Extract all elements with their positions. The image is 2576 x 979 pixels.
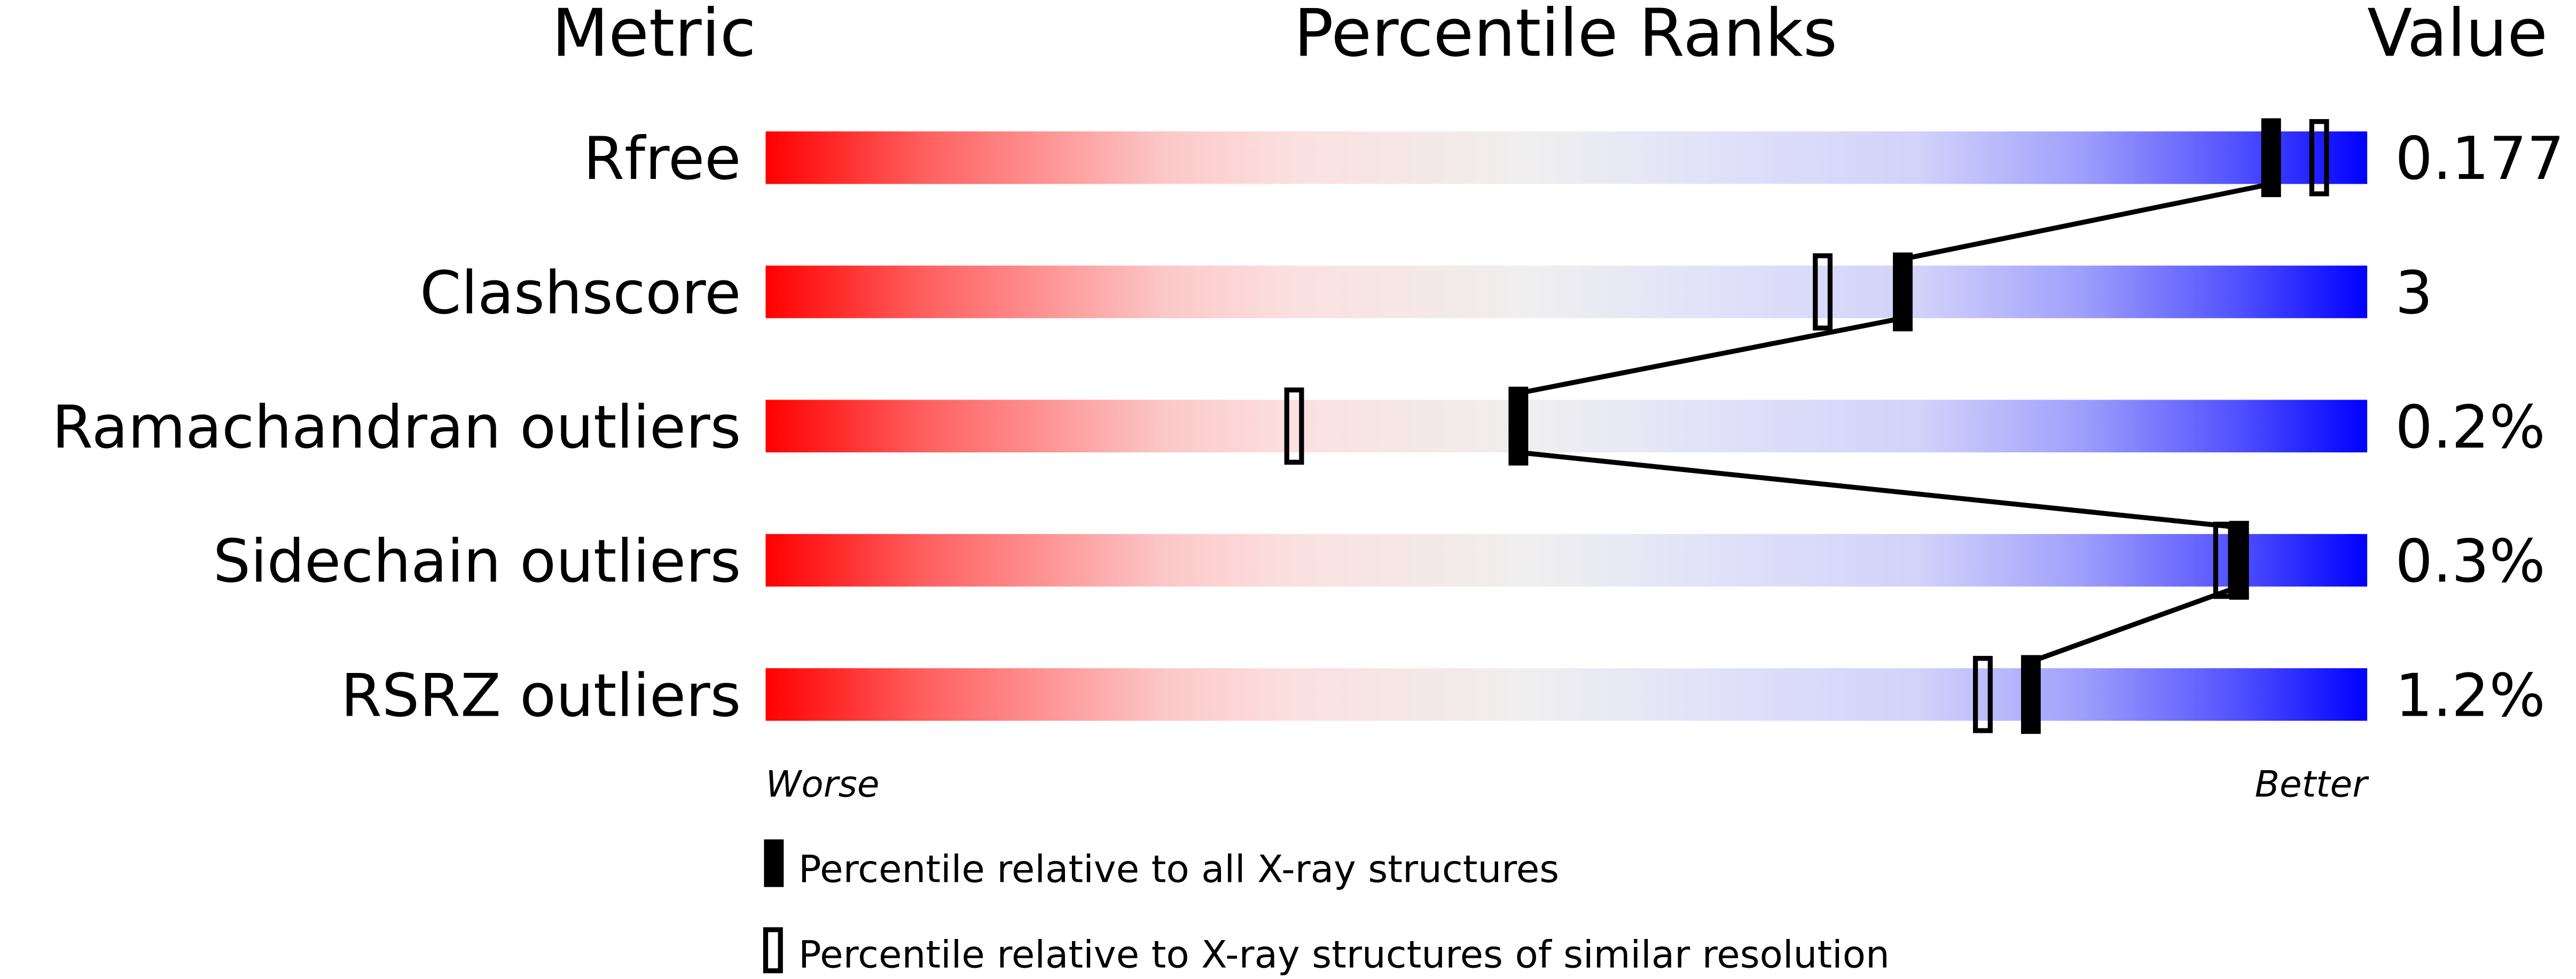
header-metric: Metric [552, 0, 756, 72]
metric-value: 0.177 [2395, 124, 2564, 193]
percentile-bar [765, 131, 2368, 184]
all-structures-marker [1508, 386, 1529, 466]
metric-value: 0.3% [2395, 527, 2545, 596]
metric-label: Sidechain outliers [213, 527, 741, 596]
all-structures-marker [1893, 252, 1913, 332]
legend-all: Percentile relative to all X-ray structu… [798, 847, 1559, 891]
worse-label: Worse [765, 763, 879, 805]
metric-label: RSRZ outliers [341, 661, 741, 730]
header-percentile-ranks: Percentile Ranks [1294, 0, 1837, 72]
similar-resolution-marker [1284, 387, 1304, 465]
header-value: Value [2367, 0, 2548, 72]
similar-resolution-marker [2309, 119, 2329, 197]
percentile-bar [765, 400, 2368, 452]
all-structures-marker [2229, 521, 2249, 600]
metric-label: Ramachandran outliers [52, 393, 741, 462]
percentile-bar [765, 668, 2368, 721]
better-label: Better [2255, 763, 2370, 805]
all-structures-marker [2021, 655, 2041, 734]
metric-value: 0.2% [2395, 393, 2545, 462]
legend-filled-marker-icon [764, 839, 784, 887]
metric-label: Rfree [583, 124, 741, 193]
metric-value: 1.2% [2395, 661, 2545, 730]
metric-value: 3 [2395, 259, 2432, 327]
all-structures-marker [2261, 118, 2281, 198]
legend-open-marker-icon [763, 927, 783, 974]
percentile-bar [765, 534, 2368, 587]
percentile-bar [765, 265, 2368, 318]
similar-resolution-marker [1813, 253, 1833, 331]
metric-label: Clashscore [420, 259, 741, 327]
similar-resolution-marker [1972, 656, 1993, 733]
legend-similar: Percentile relative to X-ray structures … [798, 932, 1890, 976]
